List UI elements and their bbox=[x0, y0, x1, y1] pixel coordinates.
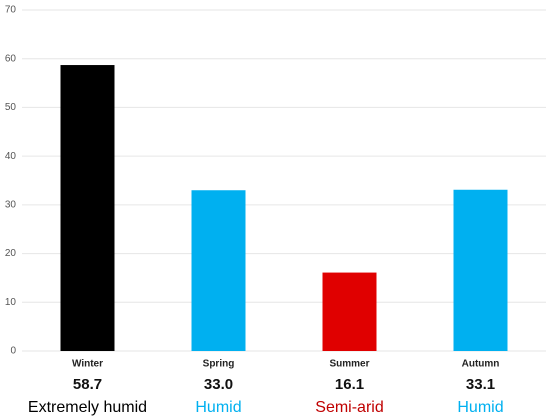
bar bbox=[322, 272, 377, 351]
class-label: Humid bbox=[457, 399, 503, 416]
y-tick-label: 50 bbox=[5, 102, 17, 113]
y-tick-label: 0 bbox=[10, 346, 16, 357]
value-label: 58.7 bbox=[73, 376, 102, 393]
bar bbox=[453, 189, 508, 351]
x-tick-label: Spring bbox=[203, 359, 235, 370]
y-tick-label: 20 bbox=[5, 248, 17, 259]
x-tick-label: Autumn bbox=[462, 359, 500, 370]
x-tick-label: Winter bbox=[72, 359, 103, 370]
y-tick-label: 70 bbox=[5, 5, 17, 16]
value-label: 16.1 bbox=[335, 376, 364, 393]
y-tick-label: 30 bbox=[5, 199, 17, 210]
bar bbox=[191, 190, 246, 351]
y-tick-label: 10 bbox=[5, 297, 17, 308]
y-tick-label: 40 bbox=[5, 151, 17, 162]
class-label: Semi-arid bbox=[315, 399, 383, 416]
y-tick-label: 60 bbox=[5, 53, 17, 64]
x-tick-label: Summer bbox=[329, 359, 369, 370]
class-label: Humid bbox=[195, 399, 241, 416]
class-label: Extremely humid bbox=[28, 399, 147, 416]
value-label: 33.1 bbox=[466, 376, 495, 393]
value-label: 33.0 bbox=[204, 376, 233, 393]
bar bbox=[60, 65, 115, 351]
